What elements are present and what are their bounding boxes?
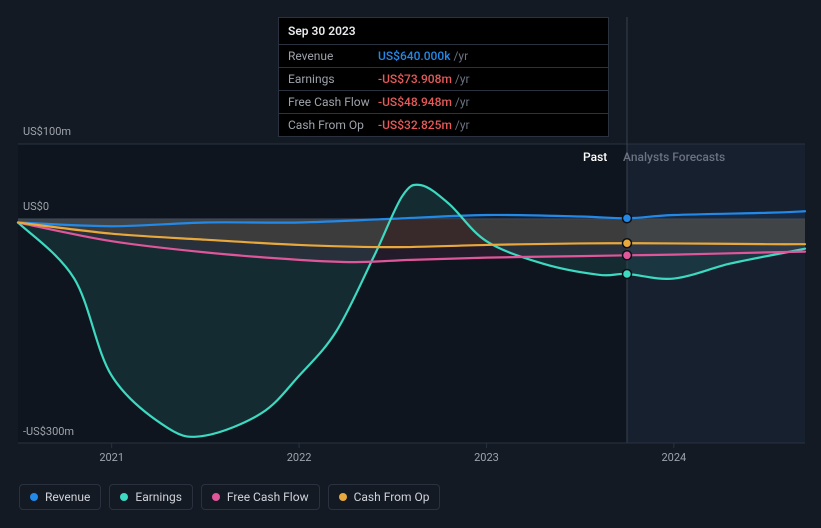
legend-item-cash-from-op[interactable]: Cash From Op <box>328 484 441 510</box>
section-past-label: Past <box>583 150 607 164</box>
tooltip-row-unit: /yr <box>455 72 470 86</box>
tooltip-row-unit: /yr <box>453 49 468 63</box>
tooltip-row-value: -US$73.908m <box>378 72 452 86</box>
section-forecast-label: Analysts Forecasts <box>623 150 725 164</box>
legend-label: Earnings <box>135 490 182 504</box>
svg-text:2023: 2023 <box>474 451 499 464</box>
svg-text:2024: 2024 <box>661 451 686 464</box>
tooltip-row-label: Free Cash Flow <box>288 95 378 109</box>
tooltip-date: Sep 30 2023 <box>279 18 608 45</box>
legend-dot-icon <box>339 493 347 501</box>
svg-text:2022: 2022 <box>287 451 312 464</box>
legend-label: Free Cash Flow <box>227 490 309 504</box>
y-tick-1: US$0 <box>23 200 49 213</box>
svg-text:2021: 2021 <box>99 451 124 464</box>
tooltip-row-label: Revenue <box>288 49 378 63</box>
tooltip: Sep 30 2023 RevenueUS$640.000k/yrEarning… <box>278 17 609 137</box>
tooltip-row-value: -US$48.948m <box>378 95 452 109</box>
legend-label: Revenue <box>45 490 90 504</box>
tooltip-row: RevenueUS$640.000k/yr <box>279 45 608 68</box>
tooltip-row-value: US$640.000k <box>378 49 450 63</box>
legend-item-earnings[interactable]: Earnings <box>109 484 193 510</box>
tooltip-row: Earnings-US$73.908m/yr <box>279 68 608 91</box>
tooltip-row-unit: /yr <box>455 118 470 132</box>
legend-item-free-cash-flow[interactable]: Free Cash Flow <box>201 484 320 510</box>
tooltip-row-label: Cash From Op <box>288 118 378 132</box>
y-tick-0: US$100m <box>23 125 71 138</box>
tooltip-row-value: -US$32.825m <box>378 118 452 132</box>
tooltip-row-unit: /yr <box>455 95 470 109</box>
legend-item-revenue[interactable]: Revenue <box>19 484 101 510</box>
legend-dot-icon <box>120 493 128 501</box>
legend-dot-icon <box>30 493 38 501</box>
legend-label: Cash From Op <box>354 490 430 504</box>
tooltip-row: Free Cash Flow-US$48.948m/yr <box>279 91 608 114</box>
tooltip-row: Cash From Op-US$32.825m/yr <box>279 114 608 136</box>
legend: Revenue Earnings Free Cash Flow Cash From O… <box>19 484 440 510</box>
tooltip-row-label: Earnings <box>288 72 378 86</box>
y-tick-2: -US$300m <box>23 425 74 438</box>
legend-dot-icon <box>212 493 220 501</box>
